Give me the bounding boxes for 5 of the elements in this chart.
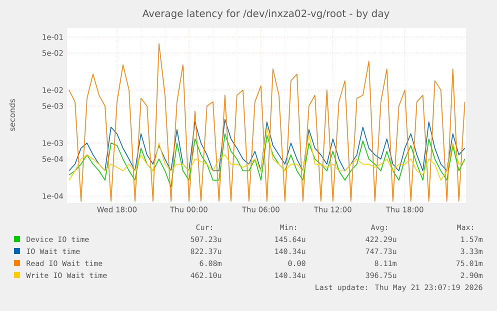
line-series [68,133,466,188]
line-series [68,43,466,202]
line-series [68,126,466,181]
chart-title: Average latency for /dev/inxza02-vg/root - by day [142,9,390,20]
line-series [68,118,466,172]
